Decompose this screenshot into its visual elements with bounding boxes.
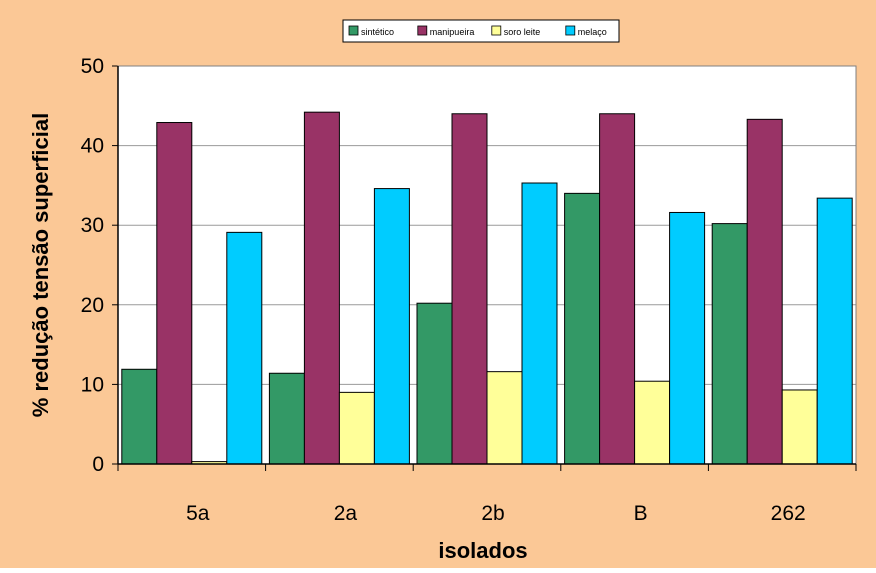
legend: sintético manipueira soro leite melaço	[342, 19, 620, 43]
legend-swatch	[565, 25, 576, 36]
y-tick-label: 10	[81, 373, 104, 396]
bar-melaço-2b	[521, 182, 558, 465]
y-tick-label: 30	[81, 214, 104, 237]
bar-sintético-B	[564, 192, 601, 465]
bar-melaço-5a	[226, 231, 263, 465]
bar-melaço-2a	[373, 188, 410, 465]
x-axis-label: isolados	[438, 538, 527, 563]
bar-manipueira-5a	[156, 122, 193, 465]
legend-box	[342, 19, 620, 43]
legend-label: melaço	[578, 27, 607, 37]
bar-soro-leite-2b	[486, 371, 523, 465]
bar-melaço-B	[669, 211, 706, 465]
bar-sintético-262	[711, 223, 748, 465]
x-tick-label: 2b	[481, 502, 504, 525]
y-tick-label: 0	[92, 453, 104, 476]
y-tick-label: 50	[81, 55, 104, 78]
x-tick-labels: 5a 2a 2b B 262	[186, 502, 806, 525]
legend-label: soro leite	[504, 27, 541, 37]
y-tick-label: 40	[81, 135, 104, 158]
bar-manipueira-2b	[451, 113, 488, 465]
bar-manipueira-262	[746, 118, 783, 465]
x-tick-label: 2a	[334, 502, 358, 525]
legend-swatch	[348, 25, 359, 36]
bar-melaço-262	[816, 197, 853, 465]
y-tick-labels: 0 10 20 30 40 50	[81, 55, 104, 476]
bar-soro-leite-B	[634, 380, 671, 465]
legend-swatch	[491, 25, 502, 36]
bar-soro-leite-262	[781, 389, 818, 465]
x-tick-label: B	[634, 502, 648, 525]
bar-sintético-2b	[416, 302, 453, 465]
legend-label: manipueira	[430, 27, 475, 37]
bars	[121, 111, 853, 465]
y-axis-label: % redução tensão superficial	[28, 113, 53, 417]
x-tick-label: 262	[771, 502, 806, 525]
legend-swatch	[417, 25, 428, 36]
x-tick-label: 5a	[186, 502, 210, 525]
bar-manipueira-B	[599, 113, 636, 465]
bar-soro-leite-2a	[338, 391, 375, 465]
legend-label: sintético	[361, 27, 394, 37]
bar-sintético-5a	[121, 368, 158, 465]
y-tick-label: 20	[81, 294, 104, 317]
bar-manipueira-2a	[303, 111, 340, 465]
bar-sintético-2a	[268, 372, 305, 465]
axes	[117, 65, 857, 471]
